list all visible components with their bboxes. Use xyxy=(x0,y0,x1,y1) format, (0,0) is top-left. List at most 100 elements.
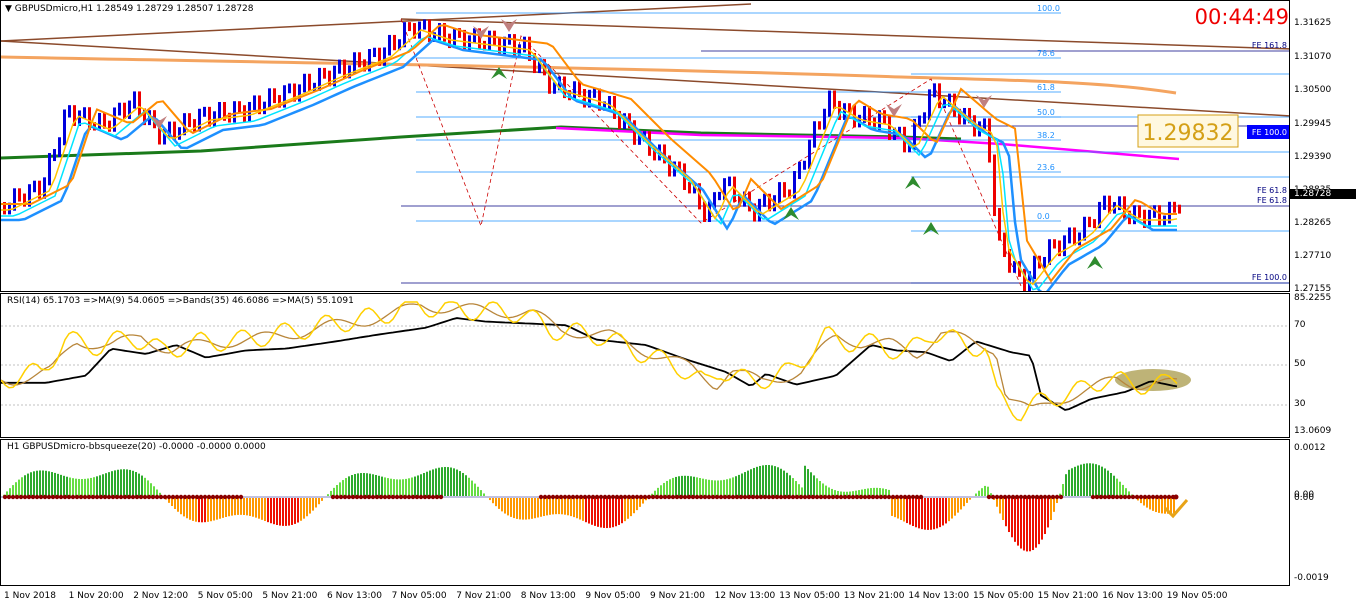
candle xyxy=(118,102,121,116)
histogram-bar xyxy=(978,490,980,497)
rsi-panel[interactable]: RSI(14) 65.1703 =>MA(9) 54.0605 =>Bands(… xyxy=(0,293,1290,438)
candle xyxy=(678,161,681,172)
candle xyxy=(443,23,446,42)
main-chart-panel[interactable]: 100.078.661.850.038.223.60.0 100.078.661… xyxy=(0,0,1290,292)
squeeze-dot xyxy=(342,494,348,500)
squeeze-dot xyxy=(538,494,544,500)
histogram-bar xyxy=(147,480,149,497)
squeeze-dot xyxy=(382,494,388,500)
histogram-bar xyxy=(1032,497,1034,551)
histogram-bar xyxy=(924,497,926,530)
ma-orange-long xyxy=(1,55,1177,95)
histogram-bar xyxy=(1011,497,1013,538)
histogram-bar xyxy=(15,482,17,497)
candle xyxy=(693,183,696,194)
histogram-bar xyxy=(795,481,797,497)
squeeze-dot xyxy=(542,494,548,500)
squeeze-dot xyxy=(870,494,876,500)
squeeze-dot xyxy=(986,494,992,500)
squeeze-dot xyxy=(418,494,424,500)
rsi-axis[interactable]: 85.2255 70 50 30 13.0609 xyxy=(1290,293,1358,438)
squeeze-dot xyxy=(682,494,688,500)
candle xyxy=(688,181,691,194)
histogram-bar xyxy=(72,478,74,497)
candle xyxy=(328,70,331,87)
candle xyxy=(668,155,671,177)
candle xyxy=(223,102,226,121)
squeeze-dot xyxy=(1042,494,1048,500)
candle xyxy=(263,101,266,115)
squeeze-dot xyxy=(902,494,908,500)
squeeze-dot xyxy=(1054,494,1060,500)
ma-orange xyxy=(1,24,1177,283)
fib-label: 61.8 xyxy=(1037,83,1055,92)
histogram-bar xyxy=(114,470,116,497)
histogram-bar xyxy=(906,497,908,524)
histogram-bar xyxy=(351,475,353,497)
histogram-bar xyxy=(1044,497,1046,535)
candle xyxy=(203,106,206,117)
squeeze-dot xyxy=(1138,494,1144,500)
histogram-bar xyxy=(48,471,50,497)
squeeze-dot xyxy=(586,494,592,500)
histogram-bar xyxy=(18,479,20,497)
histogram-bar xyxy=(894,497,896,518)
squeeze-dot xyxy=(114,494,120,500)
fib-label: 38.2 xyxy=(1037,131,1055,140)
histogram-bar xyxy=(693,476,695,497)
squeeze-dot xyxy=(1118,494,1124,500)
squeeze-dot xyxy=(642,494,648,500)
histogram-bar xyxy=(996,497,998,507)
candle xyxy=(243,105,246,123)
squeeze-dot xyxy=(366,494,372,500)
histogram-bar xyxy=(414,476,416,497)
candle xyxy=(488,30,491,51)
histogram-bar xyxy=(129,469,131,497)
histogram-bar xyxy=(21,477,23,497)
trendline-resistance xyxy=(1,40,1289,117)
squeeze-dot xyxy=(362,494,368,500)
candle xyxy=(418,21,421,39)
bbsqueeze-panel[interactable]: H1 GBPUSDmicro-bbsqueeze(20) -0.0000 -0.… xyxy=(0,439,1290,586)
price-chart[interactable]: 100.078.661.850.038.223.60.0 100.078.661… xyxy=(1,1,1290,292)
trendline-long xyxy=(400,18,1289,50)
candle xyxy=(583,88,586,108)
squeeze-dot xyxy=(190,494,196,500)
histogram-bar xyxy=(198,497,200,523)
candle xyxy=(338,59,341,74)
candle xyxy=(98,112,101,131)
time-label: 15 Nov 21:00 xyxy=(1037,591,1099,601)
histogram-bar xyxy=(210,497,212,522)
histogram-bar xyxy=(543,497,545,517)
histogram-bar xyxy=(675,476,677,497)
squeeze-dot xyxy=(1018,494,1024,500)
time-label: 16 Nov 13:00 xyxy=(1102,591,1163,601)
squeeze-dot xyxy=(98,494,104,500)
candle xyxy=(23,193,26,207)
dropdown-triangle-icon[interactable]: ▼ xyxy=(5,4,12,14)
price-axis[interactable]: 1.31625 1.31070 1.30500 1.29945 1.29390 … xyxy=(1290,0,1358,294)
squeeze-dot xyxy=(762,494,768,500)
time-axis[interactable]: 1 Nov 2018 1 Nov 20:00 2 Nov 12:00 5 Nov 05… xyxy=(0,586,1290,608)
histogram-bar xyxy=(951,497,953,519)
squeeze-dot xyxy=(126,494,132,500)
histogram-bar xyxy=(579,497,581,520)
squeeze-dot xyxy=(778,494,784,500)
histogram-bar xyxy=(405,478,407,497)
histogram-bar xyxy=(297,497,299,523)
squeeze-dot xyxy=(186,494,192,500)
histogram-bar xyxy=(1089,463,1091,497)
histogram-bar xyxy=(225,497,227,518)
histogram-bar xyxy=(150,483,152,497)
histogram-bar xyxy=(1146,497,1148,508)
histogram-bar xyxy=(807,469,809,497)
histogram-bar xyxy=(1170,497,1172,514)
candle xyxy=(868,106,871,126)
candle xyxy=(928,89,931,121)
bbsqueeze-axis[interactable]: 0.0012 0.00 0.00 -0.0019 xyxy=(1290,439,1358,586)
squeeze-dot xyxy=(142,494,148,500)
histogram-bar xyxy=(1101,466,1103,497)
time-label: 1 Nov 20:00 xyxy=(68,591,124,601)
squeeze-dot xyxy=(30,494,36,500)
histogram-bar xyxy=(1023,497,1025,551)
